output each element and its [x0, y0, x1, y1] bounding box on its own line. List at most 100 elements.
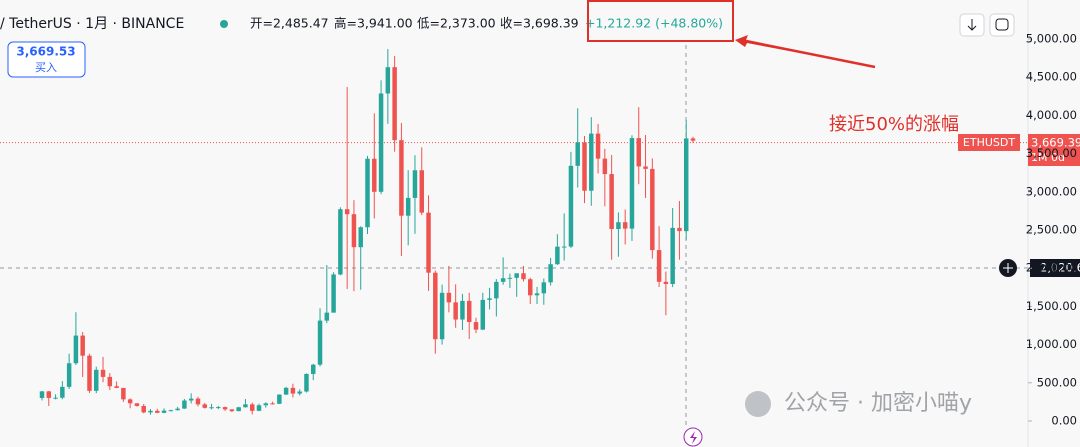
highlight-box	[587, 0, 734, 42]
candle-body	[87, 355, 92, 391]
candles	[39, 49, 696, 415]
candle-body	[39, 391, 45, 399]
order-price: 3,669.53	[16, 45, 75, 59]
y-tick-label: 1,500.00	[1026, 299, 1077, 313]
candle-body	[80, 335, 85, 356]
candle-body	[297, 391, 302, 394]
candle-body	[121, 387, 126, 400]
ohlc-open: 开=2,485.47	[250, 16, 329, 31]
candle-body	[507, 277, 513, 279]
candle-body	[399, 140, 404, 216]
candle-body	[643, 166, 648, 169]
candle-body	[263, 403, 269, 406]
candle-body	[548, 264, 553, 283]
candle-body	[358, 227, 363, 248]
candle-body	[378, 93, 384, 192]
candle-body	[521, 273, 526, 280]
candle-body	[405, 197, 411, 216]
candle-body	[148, 410, 153, 413]
y-tick-label: 500.00	[1037, 375, 1077, 389]
candle-body	[500, 278, 506, 282]
candle-body	[385, 67, 391, 94]
ohlc-change: +1,212.92 (+48.80%)	[585, 16, 723, 31]
candle-body	[555, 246, 560, 265]
candle-body	[541, 282, 547, 294]
candle-body	[629, 138, 635, 229]
status-dot	[220, 20, 228, 28]
plus-icon	[1003, 263, 1013, 273]
candle-body	[249, 404, 255, 411]
candle-body	[392, 67, 397, 141]
price-tag	[1028, 134, 1080, 166]
symbol-tag	[958, 134, 1020, 151]
candle-body	[270, 403, 275, 405]
candle-body	[155, 410, 160, 413]
candle-body	[256, 405, 262, 411]
candle-body	[595, 133, 601, 159]
ohlc-low: 低=2,373.00	[417, 16, 496, 31]
crosshair-label: 2,020.64	[1040, 261, 1080, 275]
fullscreen-button[interactable]	[989, 13, 1015, 37]
candle-body	[141, 405, 146, 413]
candle-body	[188, 398, 194, 401]
y-tick-label: 0.00	[1051, 414, 1077, 428]
candle-body	[663, 281, 669, 285]
candle-body	[53, 397, 58, 399]
candle-body	[317, 320, 323, 365]
candle-body	[494, 281, 499, 299]
order-box[interactable]	[7, 41, 86, 78]
candle-body	[575, 142, 580, 166]
candle-body	[419, 170, 424, 213]
candle-body	[114, 386, 119, 388]
crosshair-tag	[1030, 259, 1080, 277]
y-tick-label: 4,000.00	[1026, 108, 1077, 122]
candle-body	[650, 168, 655, 251]
candle-body	[528, 279, 533, 296]
y-tick-label: 2,500.00	[1026, 223, 1077, 237]
candle-body	[622, 222, 628, 229]
candle-body	[182, 400, 187, 409]
candle-body	[656, 250, 662, 282]
candle-body	[175, 408, 180, 411]
symbol: / TetherUS · 1月 · BINANCE	[0, 16, 184, 32]
candle-body	[344, 209, 350, 215]
candle-body	[433, 272, 438, 340]
candle-body	[446, 292, 452, 303]
candle-body	[602, 158, 608, 175]
candle-body	[304, 373, 309, 392]
candle-body	[311, 364, 316, 374]
candle-body	[589, 133, 594, 191]
candle-body	[66, 363, 72, 387]
candle-body	[209, 407, 214, 409]
candle-body	[168, 410, 174, 412]
symbol-tag-text: ETHUSDT	[963, 136, 1015, 149]
candle-body	[365, 158, 370, 228]
candle-body	[202, 404, 207, 408]
candle-body	[453, 302, 458, 320]
candle-body	[561, 246, 567, 248]
y-tick-label: 5,000.00	[1026, 32, 1077, 46]
event-bolt	[690, 431, 697, 444]
candle-body	[426, 212, 431, 273]
candle-body	[277, 394, 282, 404]
candle-body	[73, 335, 79, 364]
order-action: 买入	[35, 61, 57, 74]
candle-body	[534, 293, 540, 296]
candle-body	[60, 386, 65, 398]
candle-body	[616, 222, 621, 230]
candle-body	[439, 292, 445, 340]
price-tag-price: 3,669.39	[1031, 136, 1080, 150]
candle-body	[487, 298, 492, 300]
candle-body	[670, 227, 675, 285]
download-icon	[967, 19, 977, 31]
candle-body	[372, 158, 377, 192]
candle-body	[290, 387, 296, 394]
candle-body	[195, 398, 201, 405]
candle-body	[466, 300, 472, 323]
y-tick-label: 3,500.00	[1026, 146, 1077, 160]
y-tick-label: 1,000.00	[1026, 337, 1077, 351]
candle-body	[134, 403, 140, 406]
candle-body	[480, 299, 486, 330]
